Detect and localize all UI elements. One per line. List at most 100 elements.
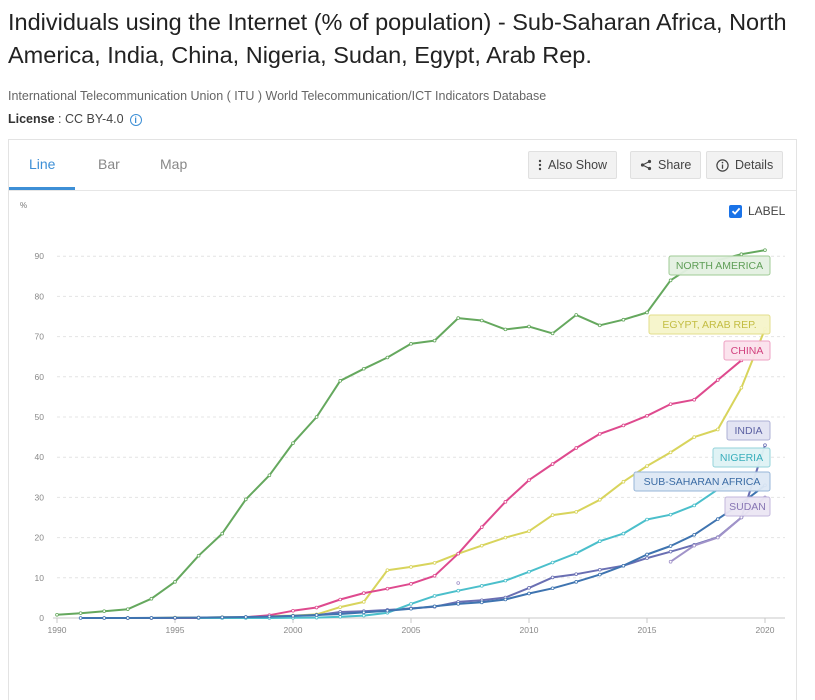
series-label-north-america: NORTH AMERICA [668, 255, 771, 276]
share-label: Share [658, 158, 692, 172]
data-point [456, 551, 461, 556]
x-tick-label: 2005 [402, 625, 421, 635]
share-button[interactable]: Share [630, 151, 702, 179]
data-point [173, 580, 177, 584]
data-point [668, 544, 673, 548]
data-point [645, 556, 649, 560]
data-point [527, 324, 531, 329]
series-line-india [104, 444, 766, 619]
label-toggle[interactable]: LABEL [729, 204, 785, 218]
view-tabs: Line Bar Map Also Show Share Details [9, 140, 796, 191]
label-text: CHINA [731, 345, 764, 357]
data-point [597, 539, 602, 544]
data-point [149, 616, 154, 620]
data-point [385, 608, 390, 613]
data-point [244, 497, 248, 502]
data-point [456, 602, 461, 606]
data-point [173, 615, 177, 620]
license: License : CC BY-4.0 i [8, 112, 142, 126]
data-point [479, 525, 484, 529]
tab-map[interactable]: Map [160, 156, 188, 172]
data-point [715, 517, 720, 521]
series-label-nigeria: NIGERIA [712, 447, 771, 468]
label-text: NORTH AMERICA [676, 260, 763, 272]
data-point [574, 580, 578, 584]
line-chart: % 0 10 20 30 40 50 60 70 80 90 1990 1995 2000 2005 2010… [20, 201, 785, 635]
data-point [220, 531, 225, 536]
data-point [739, 515, 744, 520]
label-text: INDIA [734, 425, 762, 437]
y-tick-label: 10 [35, 573, 45, 583]
also-show-label: Also Show [548, 158, 608, 172]
x-tick-label: 2020 [756, 625, 775, 635]
data-point [597, 567, 602, 572]
label-box [712, 447, 771, 468]
data-point [692, 532, 696, 537]
series-label-sub-saharan-africa: SUB-SAHARAN AFRICA [633, 471, 771, 492]
label-text: EGYPT, ARAB REP. [662, 319, 756, 331]
series-sub-saharan-africa [78, 483, 767, 620]
data-point [456, 581, 461, 585]
data-point [503, 327, 508, 332]
data-point [668, 450, 673, 455]
data-point [244, 615, 248, 619]
label-checkbox[interactable] [729, 204, 742, 218]
data-point [432, 594, 437, 598]
details-button[interactable]: Details [706, 151, 784, 179]
data-point [409, 565, 413, 569]
y-tick-label: 70 [35, 332, 45, 342]
data-point [385, 355, 390, 360]
info-icon[interactable]: i [129, 114, 142, 126]
data-point [338, 605, 343, 609]
data-point [479, 543, 484, 548]
label-text: NIGERIA [720, 452, 763, 464]
active-tab-indicator [9, 187, 75, 190]
data-point [196, 553, 201, 558]
data-point [527, 569, 531, 574]
x-tick-label: 2015 [638, 625, 657, 635]
data-point [432, 561, 437, 565]
data-point [479, 600, 484, 605]
data-point [550, 575, 555, 580]
data-point [361, 600, 366, 604]
data-point [645, 310, 649, 315]
data-point [715, 378, 720, 382]
also-show-button[interactable]: Also Show [528, 151, 618, 179]
series-label-china: CHINA [723, 340, 771, 361]
y-axis-label: % [20, 201, 27, 210]
data-point [715, 535, 720, 540]
data-point [668, 402, 673, 406]
label-box [723, 340, 771, 361]
data-point [361, 366, 366, 371]
x-tick-label: 1990 [48, 625, 67, 635]
x-tick-label: 2010 [520, 625, 539, 635]
data-point [739, 385, 744, 390]
data-point [668, 512, 673, 517]
data-point [739, 252, 744, 256]
data-point [527, 591, 531, 596]
more-vertical-icon [538, 159, 542, 171]
info-circle-icon [716, 158, 729, 172]
data-point [692, 397, 696, 402]
data-point [126, 616, 130, 620]
y-tick-label: 30 [35, 492, 45, 502]
y-tick-label: 0 [39, 613, 44, 623]
share-icon [640, 159, 652, 171]
data-point [196, 615, 201, 620]
data-point [291, 441, 295, 445]
data-point [550, 586, 555, 591]
data-point [338, 612, 343, 616]
data-point [409, 582, 413, 586]
data-point [361, 591, 366, 595]
license-value: : CC BY-4.0 [54, 112, 124, 126]
data-point [456, 588, 461, 593]
tab-bar[interactable]: Bar [98, 156, 120, 172]
data-point [527, 529, 531, 533]
data-point [668, 549, 673, 554]
label-box [633, 471, 771, 492]
data-point [55, 612, 59, 617]
y-tick-label: 90 [35, 251, 45, 261]
label-box [648, 314, 771, 335]
tab-line[interactable]: Line [29, 156, 56, 172]
data-point [597, 432, 602, 436]
